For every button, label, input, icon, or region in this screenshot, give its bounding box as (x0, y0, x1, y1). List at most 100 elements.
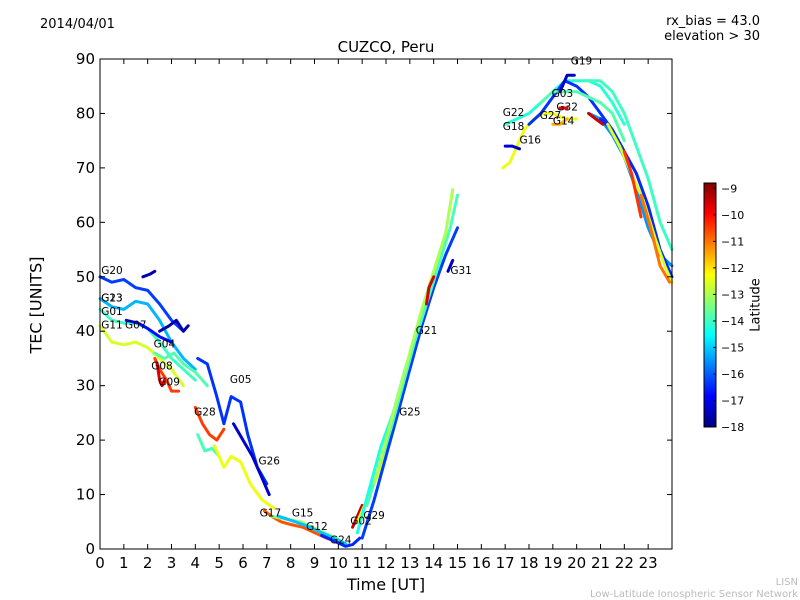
prn-label-g23: G23 (101, 292, 123, 304)
prn-label-g24: G24 (330, 535, 352, 547)
prn-label-g01: G01 (101, 306, 123, 318)
x-tick-label: 17 (496, 554, 515, 572)
x-tick-label: 3 (167, 554, 177, 572)
series-line-12 (196, 433, 221, 458)
prn-label-g09: G09 (158, 377, 180, 389)
x-tick-label: 23 (639, 554, 658, 572)
x-tick-label: 13 (400, 554, 419, 572)
series-line-5 (141, 269, 157, 279)
x-tick-label: 4 (191, 554, 201, 572)
series-line-35 (582, 79, 674, 252)
y-tick-label: 80 (76, 104, 95, 122)
prn-label-g27: G27 (540, 110, 562, 122)
series-line-g03 (539, 90, 626, 143)
x-tick-label: 15 (448, 554, 467, 572)
series-line-g04 (153, 351, 209, 388)
colorbar-tick-label: −17 (721, 394, 744, 407)
colorbar-tick-label: −18 (721, 421, 744, 434)
colorbar-tick-label: −10 (721, 209, 744, 222)
prn-label-g26: G26 (258, 456, 280, 468)
x-tick-label: 11 (353, 554, 372, 572)
prn-label-g18: G18 (503, 121, 525, 133)
y-tick-label: 70 (76, 159, 95, 177)
prn-label-g13: G13 (101, 292, 123, 304)
y-tick-label: 30 (76, 377, 95, 395)
x-tick-label: 16 (472, 554, 491, 572)
series-line-g20 (98, 275, 185, 333)
series-line-13 (212, 444, 276, 510)
prn-label-g11: G11 (101, 320, 123, 332)
prn-label-g08: G08 (151, 360, 173, 372)
prn-label-g02: G02 (350, 516, 372, 528)
series-line-6 (158, 318, 190, 333)
x-tick-label: 0 (95, 554, 105, 572)
y-tick-label: 10 (76, 486, 95, 504)
x-tick-label: 1 (119, 554, 129, 572)
prn-label-g25: G25 (399, 407, 421, 419)
x-tick-label: 10 (329, 554, 348, 572)
x-tick-label: 14 (424, 554, 443, 572)
colorbar-tick-label: −11 (721, 235, 744, 248)
prn-label-g07: G07 (125, 320, 146, 332)
x-tick-label: 21 (591, 554, 610, 572)
series-line-g21 (360, 226, 459, 540)
prn-label-g21: G21 (416, 325, 438, 337)
series-line-g26 (232, 422, 271, 497)
x-tick-label: 7 (262, 554, 272, 572)
prn-label-g28: G28 (194, 407, 216, 419)
series-line-g16 (503, 144, 521, 151)
prn-label-g32: G32 (556, 102, 578, 114)
colorbar (703, 182, 717, 428)
prn-label-g29: G29 (363, 510, 385, 522)
elevation-label: elevation > 30 (664, 29, 760, 44)
x-axis-label: Time [UT] (346, 575, 426, 594)
y-tick-label: 20 (76, 431, 95, 449)
series-line-41 (587, 111, 605, 126)
colorbar-tick-label: −14 (721, 315, 744, 328)
x-tick-label: 18 (519, 554, 538, 572)
prn-label-g14: G14 (553, 115, 575, 127)
chart-title: CUZCO, Peru (337, 38, 435, 56)
prn-label-g16: G16 (519, 134, 541, 146)
colorbar-tick-label: −13 (721, 288, 744, 301)
x-tick-label: 5 (214, 554, 224, 572)
series-line-g31 (446, 258, 455, 273)
y-tick-label: 90 (76, 50, 95, 68)
prn-label-g15: G15 (292, 507, 314, 519)
prn-label-g03: G03 (552, 88, 574, 100)
series-line-g02 (351, 503, 364, 529)
date-label: 2014/04/01 (40, 17, 115, 32)
prn-label-g04: G04 (154, 339, 176, 351)
series-line-g07 (124, 318, 173, 344)
series-line-40 (639, 193, 672, 284)
x-tick-label: 19 (543, 554, 562, 572)
colorbar-tick-label: −16 (721, 368, 744, 381)
colorbar-tick-label: −9 (721, 182, 737, 195)
y-tick-label: 50 (76, 268, 95, 286)
series-line-g19 (558, 73, 576, 94)
x-tick-label: 12 (376, 554, 395, 572)
series-line-g28 (193, 405, 226, 442)
y-tick-label: 60 (76, 213, 95, 231)
prn-label-g31: G31 (450, 265, 472, 277)
series-line-g23 (98, 297, 197, 371)
y-tick-label: 0 (85, 540, 95, 558)
x-tick-label: 6 (238, 554, 248, 572)
rx-bias-label: rx_bias = 43.0 (666, 14, 760, 29)
series-line-24 (372, 188, 455, 486)
branding-line2: Low-Latitude Ionospheric Sensor Network (590, 589, 798, 600)
plot-frame (99, 58, 673, 550)
branding-line1: LISN (775, 577, 798, 588)
y-tick-label: 40 (76, 322, 95, 340)
series-line-g12 (277, 514, 347, 546)
x-tick-label: 22 (615, 554, 634, 572)
colorbar-tick-label: −12 (721, 262, 744, 275)
series-line-g14 (551, 117, 569, 126)
series-line-g09 (155, 362, 166, 388)
series-line-39 (622, 150, 643, 219)
series-line-25 (425, 275, 436, 306)
x-tick-label: 20 (567, 554, 586, 572)
prn-label-g20: G20 (101, 265, 123, 277)
x-tick-label: 8 (286, 554, 296, 572)
